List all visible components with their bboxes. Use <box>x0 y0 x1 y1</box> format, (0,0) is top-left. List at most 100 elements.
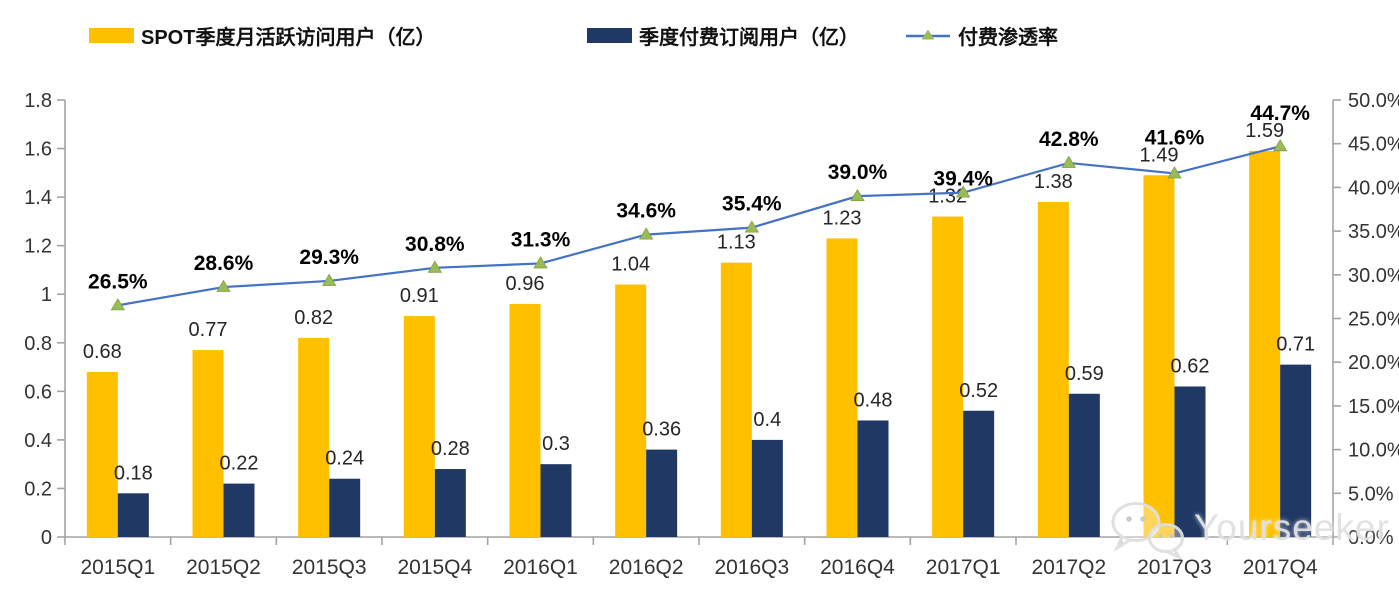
bar-subscribers <box>646 449 678 537</box>
left-axis-tick-label: 0.2 <box>24 478 52 500</box>
right-axis-tick-label: 20.0% <box>1348 352 1399 374</box>
bar-subscribers <box>963 410 995 537</box>
category-label: 2017Q4 <box>1243 556 1318 579</box>
bar-mau <box>720 262 752 537</box>
category-label: 2015Q3 <box>292 556 367 579</box>
left-axis-tick-label: 1 <box>41 284 52 306</box>
subscribers-value-label: 0.3 <box>542 433 570 455</box>
penetration-marker-icon <box>744 220 760 233</box>
bar-subscribers <box>857 420 889 537</box>
penetration-marker-icon <box>533 256 548 269</box>
bar-mau <box>1143 175 1175 537</box>
subscribers-value-label: 0.22 <box>220 453 259 475</box>
bar-subscribers <box>540 464 572 537</box>
category-label: 2017Q3 <box>1137 556 1212 579</box>
bar-mau <box>932 216 964 538</box>
subscribers-value-label: 0.62 <box>1171 355 1210 377</box>
bar-mau <box>86 371 118 537</box>
subscribers-value-label: 0.4 <box>753 409 781 431</box>
bar-mau <box>403 316 435 537</box>
bar-mau <box>615 284 647 537</box>
penetration-marker-icon <box>1061 155 1077 168</box>
mau-value-label: 1.38 <box>1034 171 1073 193</box>
left-axis-tick-label: 1.4 <box>24 187 52 209</box>
left-axis-tick-label: 1.8 <box>24 90 52 112</box>
category-label: 2017Q2 <box>1031 556 1106 579</box>
left-axis-tick-label: 0.8 <box>24 333 52 355</box>
line-marker-icon <box>906 29 950 40</box>
subscribers-value-label: 0.48 <box>854 389 893 411</box>
subscribers-value-label: 0.59 <box>1065 363 1104 385</box>
mau-value-label: 1.32 <box>928 186 967 208</box>
subscribers-value-label: 0.18 <box>114 462 153 484</box>
subscribers-value-label: 0.52 <box>959 380 998 402</box>
left-axis-tick-label: 0.4 <box>24 430 52 452</box>
penetration-percent-label: 44.7% <box>1250 102 1310 125</box>
penetration-percent-label: 42.8% <box>1039 128 1099 151</box>
left-axis-tick-label: 0 <box>41 527 52 549</box>
right-axis-tick-label: 5.0% <box>1348 483 1394 505</box>
bar-mau <box>1037 201 1069 537</box>
subscribers-swatch-icon <box>587 28 632 43</box>
category-label: 2016Q3 <box>714 556 789 579</box>
subscribers-value-label: 0.36 <box>642 419 681 441</box>
mau-value-label: 0.77 <box>189 319 228 341</box>
mau-value-label: 0.68 <box>83 341 122 363</box>
penetration-line <box>117 145 1281 307</box>
mau-value-label: 1.49 <box>1140 144 1179 166</box>
bar-subscribers <box>1280 364 1312 537</box>
left-axis-tick-label: 0.6 <box>24 381 52 403</box>
penetration-marker-icon <box>850 188 865 202</box>
penetration-marker-icon <box>216 279 231 292</box>
bar-subscribers <box>223 483 255 537</box>
subscribers-value-label: 0.28 <box>431 438 470 460</box>
category-label: 2016Q4 <box>820 556 895 579</box>
penetration-percent-label: 41.6% <box>1145 126 1205 149</box>
bar-mau <box>826 238 858 537</box>
penetration-percent-label: 29.3% <box>299 246 359 269</box>
legend-label-penetration: 付费渗透率 <box>958 27 1058 49</box>
bar-subscribers <box>329 478 361 537</box>
penetration-marker-icon <box>638 227 654 240</box>
bar-subscribers <box>751 439 783 537</box>
right-axis-tick-label: 0.0% <box>1348 527 1394 549</box>
penetration-marker-icon <box>955 185 971 198</box>
bar-subscribers <box>117 493 149 537</box>
bar-subscribers <box>434 469 466 537</box>
penetration-percent-label: 34.6% <box>616 200 676 223</box>
category-label: 2017Q1 <box>926 556 1001 579</box>
mau-value-label: 0.91 <box>400 285 439 307</box>
right-axis-tick-label: 15.0% <box>1348 396 1399 418</box>
mau-value-label: 1.59 <box>1245 120 1284 142</box>
legend-item-penetration: 付费渗透率 <box>905 21 1058 50</box>
left-axis-tick-label: 1.2 <box>24 236 52 258</box>
mau-value-label: 1.04 <box>611 254 650 276</box>
penetration-marker-icon <box>1167 166 1182 179</box>
right-axis-tick-label: 50.0% <box>1348 90 1399 112</box>
mau-value-label: 1.23 <box>823 207 862 229</box>
mau-value-label: 0.82 <box>294 307 333 329</box>
legend-label-subscribers: 季度付费订阅用户（亿） <box>639 27 859 49</box>
penetration-percent-label: 30.8% <box>405 233 465 256</box>
category-label: 2016Q1 <box>503 556 578 579</box>
bar-mau <box>1249 150 1281 537</box>
subscribers-value-label: 0.24 <box>325 448 364 470</box>
right-axis-tick-label: 35.0% <box>1348 221 1399 243</box>
penetration-marker-icon <box>1272 139 1288 152</box>
penetration-percent-label: 31.3% <box>511 228 571 251</box>
category-label: 2015Q2 <box>186 556 261 579</box>
penetration-marker-icon <box>321 273 337 286</box>
bar-subscribers <box>1068 393 1100 537</box>
penetration-percent-label: 28.6% <box>194 252 254 275</box>
right-axis-tick-label: 40.0% <box>1348 177 1399 199</box>
category-label: 2016Q2 <box>609 556 684 579</box>
mau-value-label: 1.13 <box>717 232 756 254</box>
right-axis-tick-label: 30.0% <box>1348 265 1399 287</box>
right-axis-tick-label: 25.0% <box>1348 309 1399 331</box>
bar-mau <box>192 350 224 537</box>
legend-item-subscribers: 季度付费订阅用户（亿） <box>587 21 859 50</box>
penetration-percent-label: 26.5% <box>88 270 148 293</box>
bar-subscribers <box>1174 386 1206 537</box>
